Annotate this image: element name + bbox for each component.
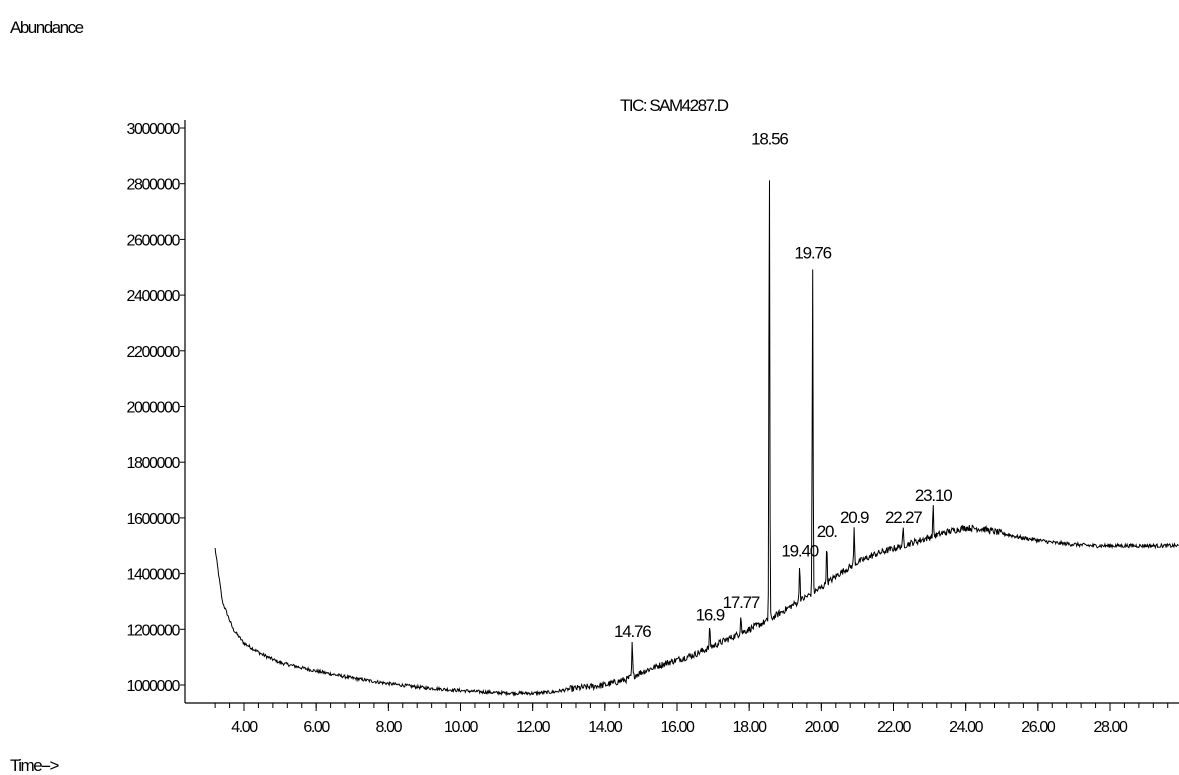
x-tick-label: 4.00: [231, 719, 258, 736]
x-tick-label: 6.00: [303, 719, 330, 736]
peak-label: 20.9: [840, 508, 869, 527]
peak-label: 16.9: [696, 606, 725, 625]
x-tick-label: 20.00: [805, 719, 840, 736]
x-tick-label: 24.00: [949, 719, 984, 736]
peak-label: 19.40: [781, 541, 818, 560]
peak-label: 20.: [817, 522, 838, 541]
x-tick-label: 28.00: [1093, 719, 1128, 736]
peak-markers: 14.76 16.917.77 18.56 19.40 19.76 20.20.9 22.2…: [614, 129, 953, 641]
y-tick-label: 1000000: [127, 678, 181, 695]
y-axis-ticks: 1000000 1200000 1400000 1600000 1800000 20000…: [127, 121, 185, 695]
y-tick-label: 2600000: [127, 232, 181, 249]
y-tick-label: 1400000: [127, 567, 181, 584]
x-tick-label: 12.00: [516, 719, 551, 736]
x-axis-ticks: 4.00 6.00 8.00 10.00 12.00 14.00 16.00 18.00 20.…: [214, 703, 1169, 736]
peak-label: 22.27: [885, 508, 922, 527]
peak-label: 19.76: [794, 243, 831, 262]
x-tick-label: 10.00: [444, 719, 479, 736]
y-tick-label: 3000000: [127, 121, 181, 138]
x-tick-label: 14.00: [588, 719, 623, 736]
y-tick-label: 1800000: [127, 455, 181, 472]
x-tick-label: 16.00: [660, 719, 695, 736]
y-tick-label: 1200000: [127, 622, 181, 639]
y-axis-label: Abundance: [10, 18, 84, 37]
peak-label: 14.76: [614, 622, 651, 641]
y-tick-label: 2000000: [127, 400, 181, 417]
peak-label: 17.77: [723, 593, 760, 612]
x-tick-label: 8.00: [376, 719, 403, 736]
y-tick-label: 2400000: [127, 288, 181, 305]
x-tick-label: 26.00: [1021, 719, 1056, 736]
peak-label: 23.10: [915, 486, 952, 505]
x-axis-label: Time-->: [10, 756, 59, 775]
y-tick-label: 2200000: [127, 344, 181, 361]
x-tick-label: 18.00: [733, 719, 768, 736]
peak-label: 18.56: [751, 129, 788, 148]
y-tick-label: 1600000: [127, 511, 181, 528]
y-tick-label: 2800000: [127, 177, 181, 194]
tic-trace: [214, 180, 1179, 697]
x-tick-label: 22.00: [877, 719, 912, 736]
chart-title: TIC: SAM4287.D: [620, 96, 729, 115]
